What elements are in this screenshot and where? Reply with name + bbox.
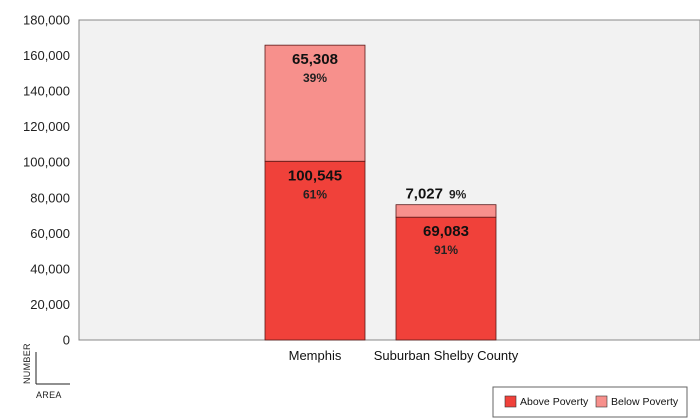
y-tick-label: 180,000 (23, 13, 70, 28)
data-label-value: 65,308 (292, 51, 338, 68)
y-tick-label: 120,000 (23, 119, 70, 134)
y-tick-label: 40,000 (30, 261, 70, 276)
y-tick-label: 100,000 (23, 155, 70, 170)
data-label-value: 100,545 (288, 167, 342, 184)
data-label-value: 7,027 (405, 186, 443, 203)
y-tick-label: 160,000 (23, 48, 70, 63)
data-label-percent: 61% (303, 187, 327, 201)
legend: Above Poverty Below Poverty (492, 386, 688, 418)
y-tick-label: 80,000 (30, 190, 70, 205)
bar-below-poverty (264, 44, 366, 162)
data-label-value: 69,083 (423, 223, 469, 240)
x-axis-name: AREA (36, 390, 62, 400)
legend-label-below-poverty: Below Poverty (611, 396, 679, 408)
plot-area (78, 19, 700, 341)
bar-above-poverty (264, 160, 366, 341)
legend-swatch-above-poverty (504, 395, 517, 408)
data-label-percent: 39% (303, 71, 327, 85)
axis-name-indicator: NUMBER AREA (22, 343, 70, 400)
data-label-percent: 91% (434, 243, 458, 257)
legend-box (492, 386, 688, 418)
category-label: Memphis (289, 348, 342, 363)
data-label-percent: 9% (449, 188, 467, 202)
y-axis-name: NUMBER (22, 343, 32, 384)
legend-swatch-below-poverty (595, 395, 608, 408)
y-tick-label: 0 (63, 333, 70, 348)
category-label: Suburban Shelby County (374, 348, 519, 363)
y-tick-label: 140,000 (23, 84, 70, 99)
legend-label-above-poverty: Above Poverty (520, 396, 589, 408)
y-tick-label: 20,000 (30, 297, 70, 312)
bar-below-poverty (395, 204, 497, 218)
y-tick-label: 60,000 (30, 226, 70, 241)
